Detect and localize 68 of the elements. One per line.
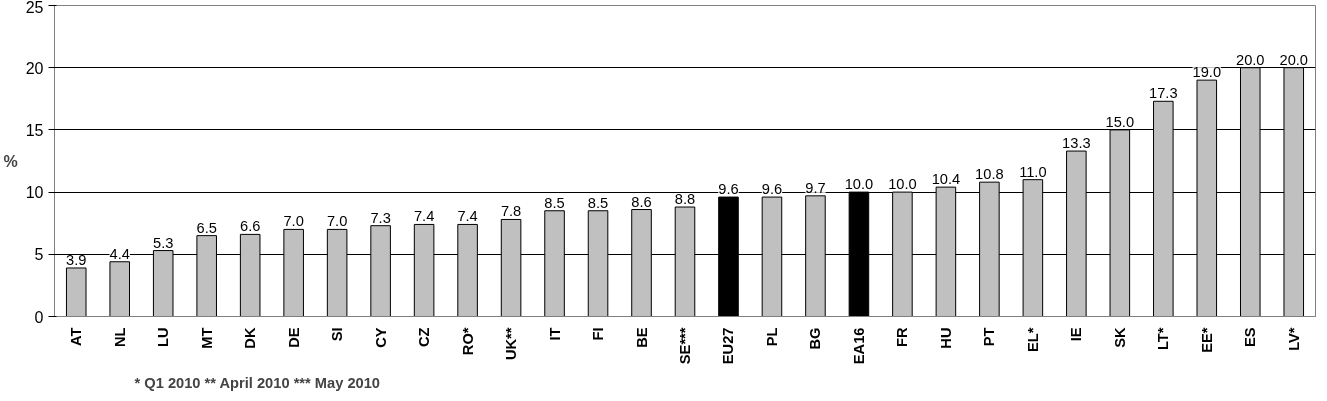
data-label: 9.6 <box>761 181 783 198</box>
bar <box>109 261 131 317</box>
x-tick-label: IE <box>1068 327 1085 342</box>
x-tick-label: NL <box>111 327 128 348</box>
data-label: 6.6 <box>239 218 261 235</box>
x-tick-label: ES <box>1242 327 1259 348</box>
data-label: 5.3 <box>153 234 174 251</box>
data-label: 10.0 <box>888 176 917 193</box>
x-tick-label: AT <box>68 327 85 346</box>
data-label: 8.5 <box>587 194 609 211</box>
x-tick-label: RO* <box>459 327 476 356</box>
x-tick-label: CZ <box>416 327 433 348</box>
data-label: 20.0 <box>1236 51 1265 68</box>
data-label: 20.0 <box>1279 51 1309 68</box>
x-tick-label: EU27 <box>720 327 737 365</box>
data-label: 13.3 <box>1062 135 1091 152</box>
data-label: 11.0 <box>1019 163 1047 180</box>
x-tick-label: LU <box>155 327 172 348</box>
x-tick-label: DE <box>285 327 302 348</box>
x-tick-label: BE <box>633 327 650 348</box>
x-tick-label: EE* <box>1198 327 1215 353</box>
data-label: 10.0 <box>844 176 874 193</box>
data-label: 19.0 <box>1192 64 1222 81</box>
x-tick-label: SI <box>329 327 346 342</box>
data-label: 7.4 <box>457 208 478 225</box>
x-tick-label: EL* <box>1024 327 1041 352</box>
y-tick-label: 20 <box>25 59 44 77</box>
data-label: 8.8 <box>674 191 696 208</box>
x-tick-label: PT <box>981 327 998 347</box>
y-axis-title: % <box>3 152 18 170</box>
x-tick-label: CY <box>372 327 389 348</box>
x-tick-label: IT <box>546 327 563 341</box>
data-label: 7.0 <box>326 213 348 230</box>
bar <box>65 267 87 317</box>
data-label: 7.0 <box>283 213 304 230</box>
data-label: 8.5 <box>544 194 565 211</box>
y-tick-label: 5 <box>34 246 44 264</box>
y-tick-label: 0 <box>34 308 44 326</box>
data-label: 7.3 <box>370 209 391 226</box>
data-label: 7.8 <box>500 203 522 220</box>
data-label: 8.6 <box>631 193 652 210</box>
x-tick-label: HU <box>937 327 954 349</box>
data-label: 9.6 <box>718 181 739 198</box>
data-label: 7.4 <box>413 208 435 225</box>
data-label: 10.4 <box>931 171 961 188</box>
x-tick-label: EA16 <box>850 327 867 365</box>
data-label: 17.3 <box>1149 85 1178 102</box>
x-tick-label: PL <box>763 327 780 347</box>
x-tick-label: LT* <box>1155 327 1172 351</box>
x-tick-label: FI <box>590 327 607 341</box>
data-label: 3.9 <box>66 251 87 268</box>
data-label: 4.4 <box>109 245 130 262</box>
x-tick-label: MT <box>198 327 215 349</box>
x-tick-label: SE*** <box>677 327 693 365</box>
data-label: 9.7 <box>805 179 826 196</box>
y-tick-label: 15 <box>25 121 44 139</box>
x-tick-label: LV* <box>1285 327 1302 351</box>
x-tick-label: BG <box>807 327 824 350</box>
y-tick-label: 25 <box>25 0 44 16</box>
y-tick-label: 10 <box>25 184 44 202</box>
x-tick-label: FR <box>894 327 911 348</box>
text: * Q1 2010 ** April 2010 *** May 2010 <box>134 374 381 391</box>
data-label: 6.5 <box>196 219 217 236</box>
x-tick-label: DK <box>242 327 259 349</box>
data-label: 10.8 <box>975 166 1004 183</box>
x-tick-label: UK** <box>503 327 520 361</box>
data-label: 15.0 <box>1105 113 1135 130</box>
x-tick-label: SK <box>1111 327 1128 348</box>
